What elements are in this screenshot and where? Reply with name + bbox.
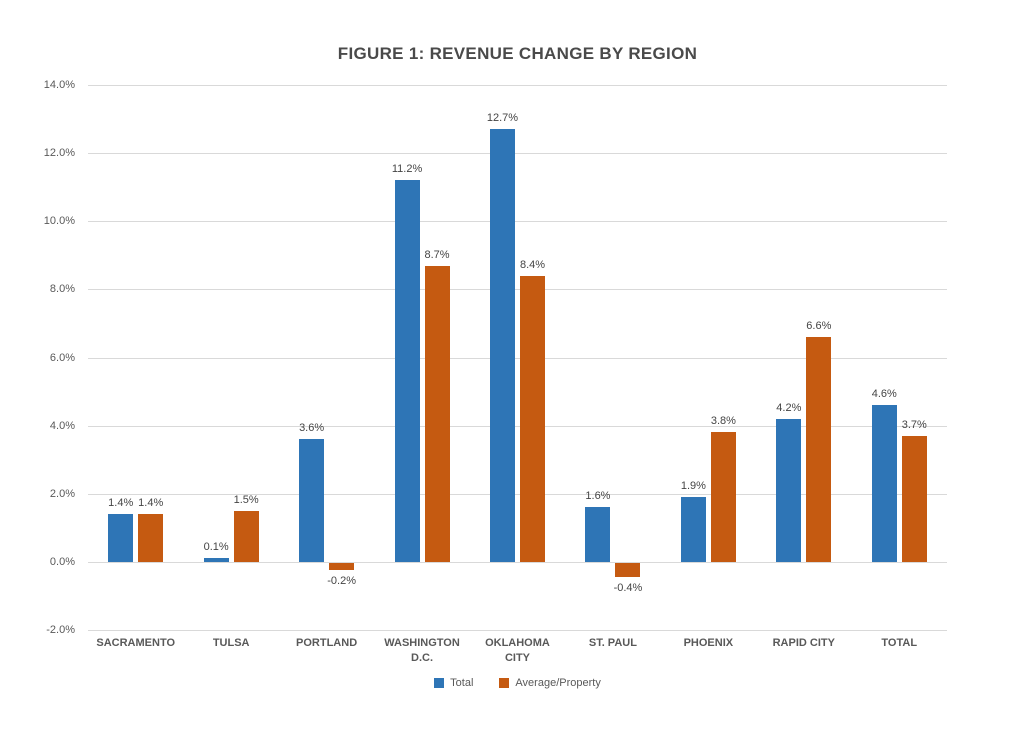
y-tick-label: 10.0% xyxy=(43,215,75,228)
value-label: 1.9% xyxy=(680,480,706,493)
y-tick-label: 6.0% xyxy=(49,351,75,364)
value-label: 8.4% xyxy=(519,258,546,271)
bar xyxy=(108,514,134,562)
value-label: 0.1% xyxy=(203,541,229,554)
bar xyxy=(806,337,832,562)
value-label: -0.2% xyxy=(327,574,356,587)
category-label: ST. PAUL xyxy=(588,637,637,649)
legend: Total Average/Property xyxy=(88,677,947,689)
gridline xyxy=(88,561,947,563)
value-label: 6.6% xyxy=(806,320,832,333)
value-label: -0.4% xyxy=(613,581,643,594)
bar xyxy=(615,562,641,577)
value-label: 11.2% xyxy=(391,163,423,176)
value-label: 12.7% xyxy=(486,112,519,125)
value-label: 1.4% xyxy=(138,497,164,510)
value-label: 1.5% xyxy=(233,493,259,506)
bar xyxy=(203,558,229,562)
bar xyxy=(776,418,802,562)
category-label: PORTLAND xyxy=(296,637,358,649)
bar xyxy=(520,275,545,562)
category-label: TOTAL xyxy=(881,637,918,649)
x-axis-labels: SACRAMENTO TULSA PORTLAND WASHINGTON D.C. OK… xyxy=(88,636,947,666)
legend-item: Average/Property xyxy=(499,677,601,689)
bar xyxy=(680,497,706,562)
value-label: 4.2% xyxy=(776,401,802,414)
gridline xyxy=(88,221,947,223)
category-label: TULSA xyxy=(212,637,250,649)
gridline xyxy=(88,630,947,631)
y-tick-label: 8.0% xyxy=(49,283,75,296)
chart-title: FIGURE 1: REVENUE CHANGE BY REGION xyxy=(337,44,698,63)
category-label: PHOENIX xyxy=(683,637,734,649)
legend-swatch-icon xyxy=(434,678,445,688)
plot-area: 14.0% 12.0% 10.0% 8.0% 6.0% 4.0% 2.0% 0.0% -2.0%… xyxy=(44,79,947,636)
value-label: 3.8% xyxy=(710,415,736,428)
value-label: 4.6% xyxy=(871,388,897,401)
bar xyxy=(394,180,420,562)
category-label: OKLAHOMA CITY xyxy=(485,637,550,664)
bar xyxy=(585,507,611,562)
y-tick-label: 12.0% xyxy=(43,147,75,160)
bar xyxy=(233,510,259,562)
bar xyxy=(710,432,736,562)
category-label: RAPID CITY xyxy=(772,637,835,649)
y-tick-label: 4.0% xyxy=(49,419,75,432)
bar xyxy=(490,129,515,562)
gridline xyxy=(88,153,947,155)
gridline xyxy=(88,289,947,291)
bar xyxy=(424,265,450,562)
y-tick-label: -2.0% xyxy=(46,624,75,636)
bar xyxy=(138,514,164,562)
gridline xyxy=(88,357,947,359)
bar xyxy=(901,435,927,562)
value-label: 1.6% xyxy=(585,490,611,503)
gridline xyxy=(88,85,947,86)
value-label: 3.6% xyxy=(299,422,325,435)
y-tick-label: 14.0% xyxy=(43,79,75,91)
bar xyxy=(329,562,355,570)
legend-label: Average/Property xyxy=(515,677,601,689)
value-label: 1.4% xyxy=(108,497,134,510)
y-tick-label: 2.0% xyxy=(49,487,75,500)
legend-label: Total xyxy=(450,677,474,689)
bar xyxy=(299,439,325,562)
legend-swatch-icon xyxy=(499,678,510,688)
value-label: 3.7% xyxy=(901,418,927,431)
category-label: WASHINGTON D.C. xyxy=(384,637,460,664)
gridline xyxy=(88,493,947,495)
legend-item: Total xyxy=(434,677,473,689)
y-tick-label: 0.0% xyxy=(49,555,75,568)
category-label: SACRAMENTO xyxy=(96,637,176,649)
gridline xyxy=(88,425,947,427)
value-label: 8.7% xyxy=(424,248,450,261)
bar xyxy=(871,405,897,562)
